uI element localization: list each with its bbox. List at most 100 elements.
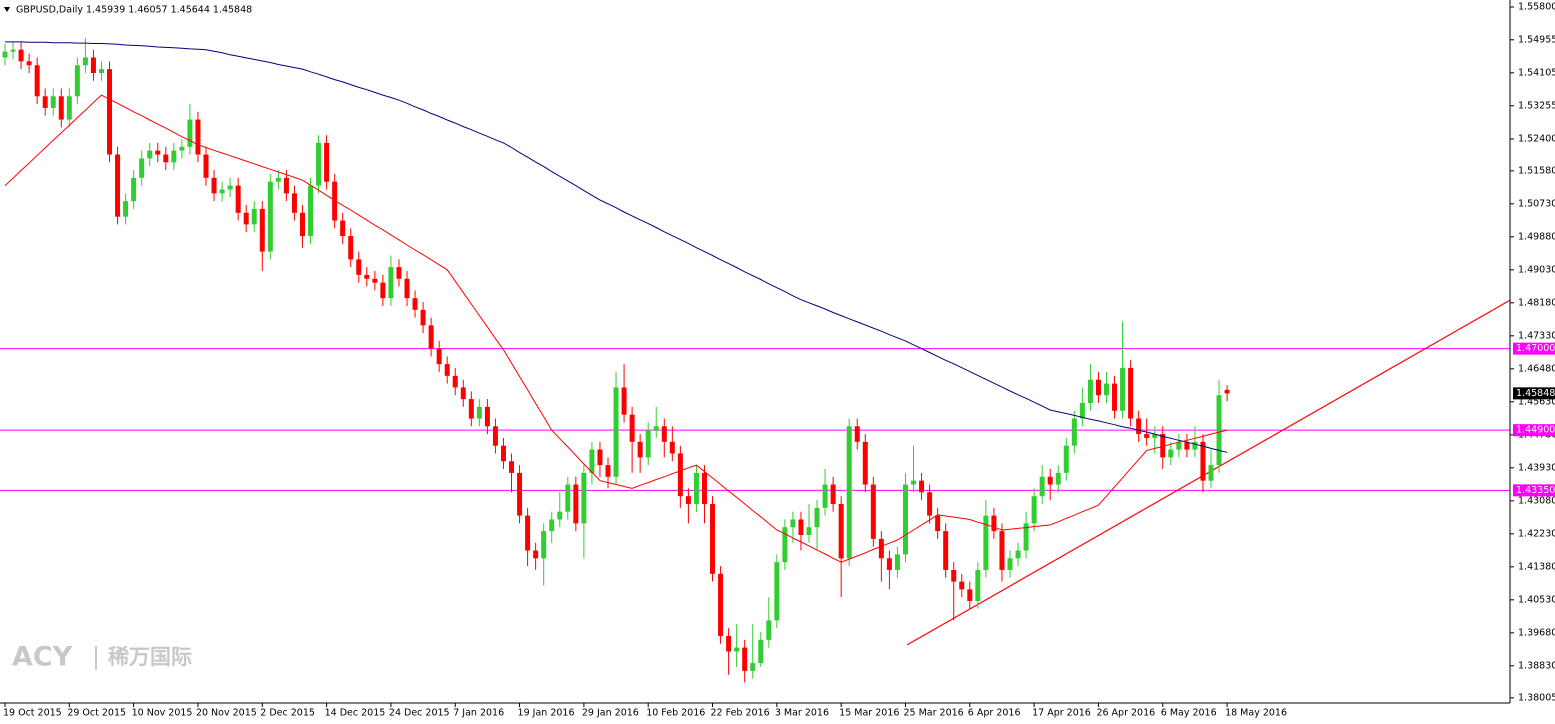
- candle-body: [975, 569, 981, 601]
- candle-body: [90, 57, 96, 73]
- candle-body: [959, 581, 965, 590]
- candle-body: [902, 484, 908, 555]
- candle-body: [766, 620, 772, 640]
- candle-body: [967, 589, 973, 601]
- y-tick-label: 1.49880: [1518, 231, 1555, 242]
- candle-body: [1112, 383, 1118, 411]
- last-price-badge: [1513, 387, 1555, 400]
- candle-body: [275, 177, 281, 182]
- candle-body: [685, 496, 691, 504]
- x-tick-label: 20 Nov 2015: [196, 708, 257, 719]
- candle-body: [814, 507, 820, 528]
- x-tick-label: 15 Mar 2016: [839, 708, 899, 719]
- candle-body: [291, 193, 297, 213]
- candle-body: [991, 515, 997, 532]
- watermark: ACY 稀万国际: [12, 642, 192, 673]
- candle-body: [661, 426, 667, 442]
- candle-body: [428, 325, 434, 349]
- x-tick-label: 18 May 2016: [1225, 708, 1287, 719]
- level-badge: [1513, 424, 1555, 437]
- candle-body: [919, 480, 925, 493]
- candle-body: [1176, 441, 1182, 450]
- x-tick-label: 29 Jan 2016: [582, 708, 639, 719]
- candle-body: [123, 201, 129, 217]
- candle-body: [1055, 472, 1061, 485]
- candle-body: [1063, 445, 1069, 473]
- candle-body: [372, 278, 378, 283]
- candle-body: [444, 364, 450, 376]
- candle-body: [846, 426, 852, 559]
- candle-body: [645, 430, 651, 458]
- plot-area: [0, 38, 1511, 683]
- y-tick-label: 1.39680: [1518, 627, 1555, 638]
- candle-body: [82, 57, 88, 66]
- candle-body: [500, 445, 506, 462]
- candle-body: [115, 154, 121, 217]
- y-tick-label: 1.38830: [1518, 660, 1555, 671]
- candle-body: [742, 647, 748, 671]
- candle-body: [452, 375, 458, 388]
- candle-body: [195, 119, 201, 155]
- candle-body: [806, 527, 812, 535]
- y-tick-label: 1.47330: [1518, 330, 1555, 341]
- candle-body: [1015, 550, 1021, 559]
- candle-body: [1160, 434, 1166, 458]
- candle-body: [492, 426, 498, 446]
- candle-body: [476, 406, 482, 419]
- candle-body: [396, 267, 402, 279]
- candle-body: [525, 515, 531, 551]
- y-tick-label: 1.54955: [1518, 34, 1555, 45]
- candle-body: [557, 511, 563, 520]
- candle-body: [894, 554, 900, 570]
- y-tick-label: 1.40530: [1518, 594, 1555, 605]
- candle-body: [340, 220, 346, 237]
- candle-body: [227, 185, 233, 190]
- candle-body: [1047, 476, 1053, 485]
- candle-body: [259, 208, 265, 252]
- candle-body: [74, 65, 80, 97]
- candle-body: [565, 484, 571, 512]
- candle-body: [621, 387, 627, 415]
- candle-body: [1023, 523, 1029, 551]
- candle-body: [862, 441, 868, 485]
- candle-body: [838, 503, 844, 559]
- candle-body: [460, 387, 466, 400]
- candle-body: [1136, 418, 1142, 435]
- candle-body: [1192, 441, 1198, 450]
- y-tick-label: 1.52400: [1518, 134, 1555, 145]
- watermark-separator: [95, 646, 97, 670]
- x-tick-label: 19 Jan 2016: [518, 708, 575, 719]
- candle-body: [1200, 441, 1206, 481]
- candle-body: [1168, 449, 1174, 458]
- candle-body: [235, 185, 241, 213]
- candle-body: [927, 492, 933, 516]
- candle-body: [1031, 496, 1037, 524]
- watermark-brand: ACY: [12, 642, 73, 673]
- candle-body: [710, 503, 716, 574]
- candle-body: [316, 142, 322, 186]
- candle-body: [629, 414, 635, 442]
- x-tick-label: 3 Mar 2016: [775, 708, 829, 719]
- candle-body: [830, 484, 836, 504]
- candle-body: [886, 558, 892, 570]
- candle-body: [243, 212, 249, 225]
- candle-body: [58, 96, 64, 120]
- y-tick-label: 1.43930: [1518, 462, 1555, 473]
- x-tick-label: 6 Apr 2016: [968, 708, 1021, 719]
- level-label: 1.47000: [1516, 343, 1555, 354]
- candle-body: [155, 150, 161, 155]
- candle-body: [509, 461, 515, 473]
- level-badge: [1513, 342, 1555, 355]
- candle-body: [1007, 558, 1013, 570]
- candle-body: [637, 441, 643, 458]
- y-tick-label: 1.45630: [1518, 396, 1555, 407]
- candle-body: [653, 426, 659, 431]
- candle-body: [701, 472, 707, 504]
- candle-body: [854, 426, 860, 442]
- y-tick-label: 1.55800: [1518, 2, 1555, 13]
- candle-body: [726, 635, 732, 652]
- candle-body: [541, 531, 547, 559]
- candle-body: [179, 146, 185, 151]
- candle-body: [1039, 476, 1045, 497]
- candle-body: [18, 49, 24, 62]
